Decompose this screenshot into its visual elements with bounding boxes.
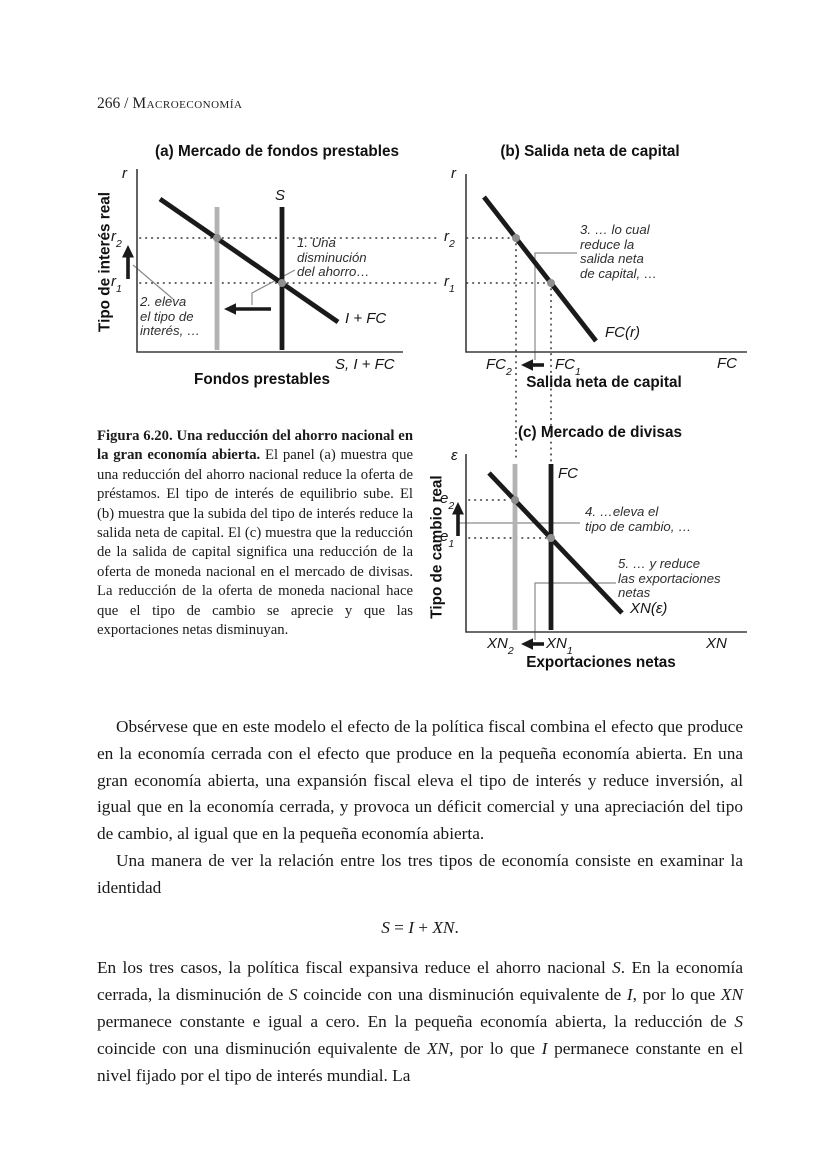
panel-c-tick-xn1: XN1 [546, 635, 573, 657]
panel-c-shift-arrow-head [521, 638, 533, 650]
panel-b-tick-r2: r2 [444, 228, 455, 250]
panel-a-y-axis-title: Tipo de interés real [96, 192, 114, 332]
annotation-5: 5. … y reduce las exportaciones netas [618, 556, 721, 601]
panel-b-curve-label: FC(r) [605, 324, 640, 341]
paragraph-1: Obsérvese que en este modelo el efecto d… [97, 717, 743, 844]
panel-b-x-axis-title: Salida neta de capital [526, 374, 682, 391]
panel-c-old-equilibrium-dot [547, 534, 555, 542]
annotation-2: 2. eleva el tipo de interés, … [140, 294, 201, 339]
panel-c-x-axis-var: XN [706, 635, 727, 652]
panel-b-y-axis-var: r [451, 165, 456, 182]
figure-caption: Figura 6.20. Una reducción del ahorro na… [97, 428, 413, 639]
panel-b-new-equilibrium-dot [512, 234, 520, 242]
panel-a-demand-label: I + FC [345, 310, 387, 327]
panel-b-old-equilibrium-dot [547, 279, 555, 287]
panel-c-tick-e2: e2 [440, 490, 455, 512]
panel-a-title: (a) Mercado de fondos prestables [155, 143, 399, 160]
body-text: Obsérvese que en este modelo el efecto d… [97, 714, 743, 1089]
panel-c-y-axis-var: ε [451, 447, 458, 464]
panel-b-tick-fc1: FC1 [555, 356, 581, 378]
panel-a-tick-r1: r1 [111, 273, 122, 295]
panel-b-shift-arrow-head [521, 359, 533, 371]
panel-c-axes [465, 454, 747, 633]
panel-b-title: (b) Salida neta de capital [500, 143, 680, 160]
panel-a-rate-rise-arrow-head [122, 245, 134, 258]
panel-a-shift-arrow-head [224, 303, 236, 315]
panel-b-tick-fc2: FC2 [486, 356, 512, 378]
pointer-line-annotation-5 [534, 582, 616, 640]
panel-a-supply-label: S [275, 187, 286, 204]
paragraph-3: En los tres casos, la política fiscal ex… [97, 958, 744, 1085]
pointer-line-annotation-3 [534, 252, 577, 360]
panel-a-old-equilibrium-dot [278, 279, 286, 287]
book-title: Macroeconomía [132, 95, 243, 112]
panel-c-tick-e1: e1 [440, 528, 455, 550]
identity-equation: S = I + XN. [381, 917, 459, 937]
panel-c-x-axis-title: Exportaciones netas [526, 654, 676, 671]
panel-c-title: (c) Mercado de divisas [517, 424, 683, 441]
panel-c-xn-curve [487, 471, 624, 615]
panel-b-x-axis-var: FC [717, 355, 737, 372]
panel-c-fc-line-label: FC [558, 465, 578, 482]
panel-a-x-axis-var: S, I + FC [335, 356, 395, 373]
panel-a-x-axis-title: Fondos prestables [194, 371, 330, 388]
panel-c-new-equilibrium-dot [511, 496, 519, 504]
panel-a-tick-r2: r2 [111, 228, 122, 250]
panel-a-y-axis-var: r [122, 165, 127, 182]
panel-c-tick-xn2: XN2 [487, 635, 514, 657]
annotation-4: 4. …eleva el tipo de cambio, … [585, 504, 692, 534]
page-number: 266 / [97, 95, 133, 112]
panel-b-tick-r1: r1 [444, 273, 455, 295]
panel-c-curve-label: XN(ε) [630, 600, 668, 617]
panel-a-new-equilibrium-dot [213, 234, 221, 242]
page-header: 266 / Macroeconomía [97, 95, 242, 113]
pointer-line-annotation-1 [251, 269, 296, 305]
annotation-3: 3. … lo cual reduce la salida neta de ca… [580, 222, 657, 281]
annotation-1: 1. Una disminución del ahorro… [297, 235, 370, 280]
paragraph-2: Una manera de ver la relación entre los … [97, 850, 743, 897]
